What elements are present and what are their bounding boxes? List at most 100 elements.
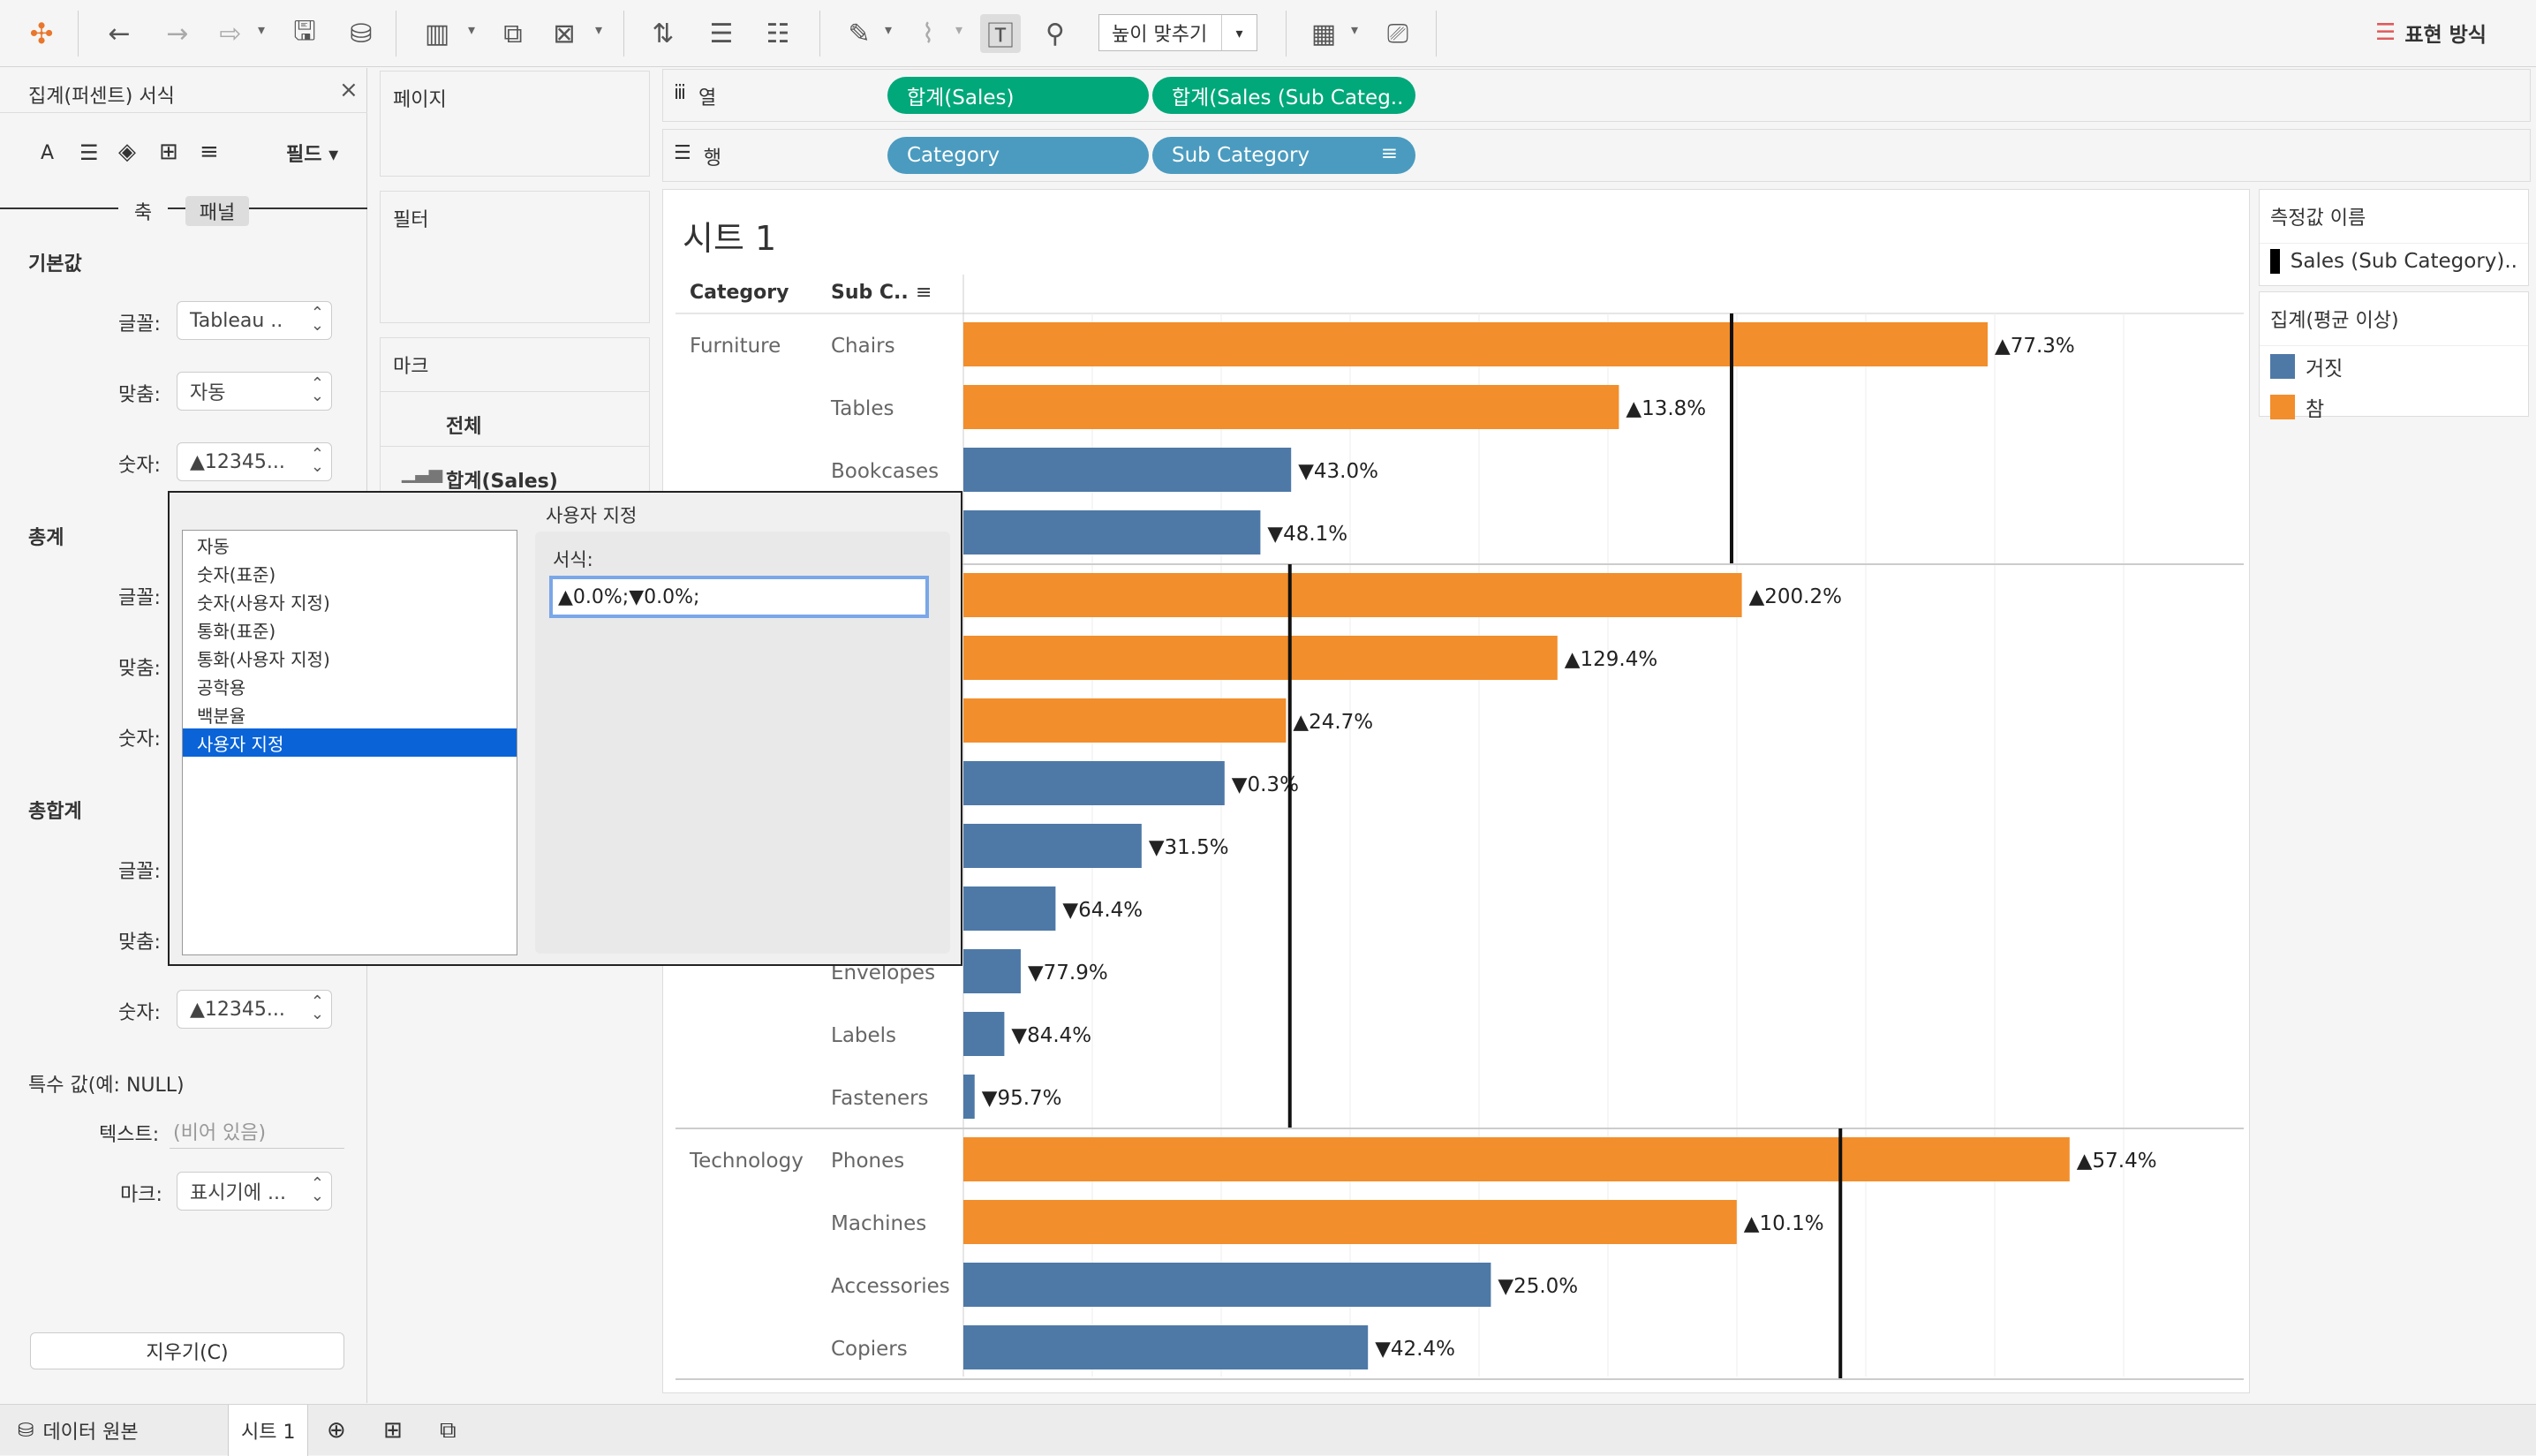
default-font-select[interactable]: Tableau .. ⌃ ⌄ <box>177 301 332 340</box>
show-me-button[interactable]: ☰ 표현 방식 <box>2375 18 2487 48</box>
chevron-down-icon[interactable]: ▾ <box>258 21 266 38</box>
datasource-tab[interactable]: ⛁ 데이터 원본 <box>5 1405 151 1456</box>
toolbar-separator <box>819 11 820 57</box>
marks-card[interactable]: 마크 전체 ▁▃▅ 합계(Sales) <box>380 337 650 496</box>
special-marks-select[interactable]: 표시기에 ... ⌃ ⌄ <box>177 1172 332 1211</box>
updown-icon: ⌃ ⌄ <box>310 992 324 1023</box>
subcategory-label: Phones <box>831 1150 904 1173</box>
format-option[interactable]: 숫자(사용자 지정) <box>197 592 330 614</box>
marks-sum-sales-tab[interactable]: 합계(Sales) <box>446 471 558 493</box>
sort-icon[interactable]: ≡ <box>916 282 932 304</box>
data-label: ▲57.4% <box>2077 1150 2157 1173</box>
replay-icon[interactable]: ⇨ <box>219 18 242 49</box>
legend-item-false[interactable]: 거짓 <box>2260 346 2528 387</box>
bar <box>963 1325 1369 1369</box>
new-story-icon[interactable]: ⧉ <box>440 1416 457 1444</box>
grand-totals-numbers-select[interactable]: ▲12345... ⌃ ⌄ <box>177 990 332 1029</box>
chevron-down-icon[interactable]: ▾ <box>468 21 476 38</box>
fit-select[interactable]: 높이 맞추기 ▾ <box>1098 14 1257 51</box>
redo-icon[interactable]: → <box>166 18 189 49</box>
data-label: ▼43.0% <box>1298 460 1378 483</box>
close-icon[interactable]: × <box>339 77 359 103</box>
clear-button[interactable]: 지우기(C) <box>30 1332 344 1369</box>
section-totals: 총계 <box>28 527 64 549</box>
pin-icon[interactable]: ⚲ <box>1045 18 1065 49</box>
format-input[interactable]: ▲0.0%;▼0.0%; <box>549 576 929 618</box>
chevron-down-icon[interactable]: ▾ <box>1351 21 1359 38</box>
rows-label-text: 행 <box>703 147 721 170</box>
pages-card[interactable]: 페이지 <box>380 71 650 177</box>
special-text-input[interactable]: (비어 있음) <box>170 1113 344 1149</box>
data-label: ▼48.1% <box>1267 523 1347 546</box>
sheet1-tab[interactable]: 시트 1 <box>228 1405 309 1456</box>
data-label: ▼31.5% <box>1149 836 1229 859</box>
format-option[interactable]: 백분율 <box>197 705 246 727</box>
chevron-down-icon[interactable]: ▾ <box>955 21 963 38</box>
font-format-icon[interactable]: A <box>41 142 55 164</box>
format-option[interactable]: 사용자 지정 <box>183 728 517 757</box>
chevron-down-icon[interactable]: ▾ <box>595 21 603 38</box>
columns-shelf[interactable]: ⅲ 열 합계(Sales) 합계(Sales (Sub Categ.. <box>662 69 2531 122</box>
toolbar-separator <box>623 11 624 57</box>
legend-item-true[interactable]: 참 <box>2260 387 2528 427</box>
format-option[interactable]: 숫자(표준) <box>197 563 276 585</box>
chevron-down-icon[interactable]: ▾ <box>1221 15 1257 50</box>
divider <box>0 112 367 113</box>
default-numbers-value: ▲12345... <box>190 450 285 473</box>
data-label: ▼42.4% <box>1375 1338 1455 1361</box>
filters-card[interactable]: 필터 <box>380 191 650 323</box>
show-labels-icon[interactable]: 🅃 <box>980 14 1021 53</box>
new-datasource-icon[interactable]: ⛁ <box>350 18 373 49</box>
show-cards-icon[interactable]: ▦ <box>1310 18 1337 49</box>
legend-swatch-false <box>2270 354 2295 379</box>
datasource-tab-label: 데이터 원본 <box>42 1422 139 1444</box>
format-option[interactable]: 통화(사용자 지정) <box>197 648 330 670</box>
tableau-logo-icon[interactable]: ✣ <box>29 17 54 50</box>
fields-dropdown[interactable]: 필드 ▾ <box>286 139 338 167</box>
category-header[interactable]: Category <box>690 282 789 304</box>
rows-shelf[interactable]: ☰ 행 Category Sub Category ≡ <box>662 129 2531 182</box>
lines-format-icon[interactable]: ≡ <box>200 139 219 165</box>
paperclip-icon[interactable]: ⌇ <box>921 18 935 49</box>
legend-item[interactable]: Sales (Sub Category).. <box>2260 244 2528 279</box>
columns-pill-sales[interactable]: 합계(Sales) <box>887 77 1149 114</box>
swap-icon[interactable]: ⇅ <box>652 18 675 49</box>
save-icon[interactable]: 🖫 <box>293 15 316 47</box>
format-option[interactable]: 통화(표준) <box>197 620 276 642</box>
bar <box>963 510 1261 554</box>
tab-pane[interactable]: 패널 <box>185 196 249 226</box>
rows-pill-subcategory[interactable]: Sub Category ≡ <box>1152 137 1415 174</box>
default-align-select[interactable]: 자동 ⌃ ⌄ <box>177 372 332 411</box>
undo-icon[interactable]: ← <box>108 18 131 49</box>
show-me-label: 표현 방식 <box>2404 24 2487 47</box>
duplicate-sheet-icon[interactable]: ⧉ <box>503 18 523 49</box>
chevron-down-icon[interactable]: ▾ <box>885 21 893 38</box>
bar <box>963 573 1742 617</box>
subcategory-label: Tables <box>830 397 894 420</box>
default-numbers-select[interactable]: ▲12345... ⌃ ⌄ <box>177 442 332 481</box>
highlight-icon[interactable]: ✎ <box>848 18 871 49</box>
shading-format-icon[interactable]: ◈ <box>118 139 136 165</box>
new-worksheet-icon[interactable]: ▥ <box>424 18 450 49</box>
marks-all-tab[interactable]: 전체 <box>446 416 482 438</box>
new-dashboard-icon[interactable]: ⊞ <box>383 1417 403 1444</box>
updown-icon: ⌃ ⌄ <box>310 304 324 335</box>
format-option[interactable]: 공학용 <box>197 676 246 698</box>
subcategory-label: Machines <box>831 1212 926 1235</box>
tab-axis[interactable]: 축 <box>118 196 168 226</box>
sort-ascending-icon[interactable]: ☰ <box>709 18 734 49</box>
rows-pill-category[interactable]: Category <box>887 137 1149 174</box>
subcategory-header[interactable]: Sub C.. <box>831 282 909 304</box>
sort-descending-icon[interactable]: ☷ <box>766 18 790 49</box>
data-label: ▲129.4% <box>1565 648 1657 671</box>
bar <box>963 1137 2070 1181</box>
new-worksheet-icon[interactable]: ⊕ <box>327 1417 346 1444</box>
clear-sheet-icon[interactable]: ⊠ <box>553 18 576 49</box>
align-format-icon[interactable]: ☰ <box>79 140 99 165</box>
columns-pill-sales-subcat[interactable]: 합계(Sales (Sub Categ.. <box>1152 77 1415 114</box>
format-option[interactable]: 자동 <box>197 535 230 557</box>
presentation-icon[interactable]: ⎚ <box>1387 18 1408 49</box>
bar-chart-icon: ▁▃▅ <box>402 462 443 483</box>
borders-format-icon[interactable]: ⊞ <box>159 139 178 165</box>
